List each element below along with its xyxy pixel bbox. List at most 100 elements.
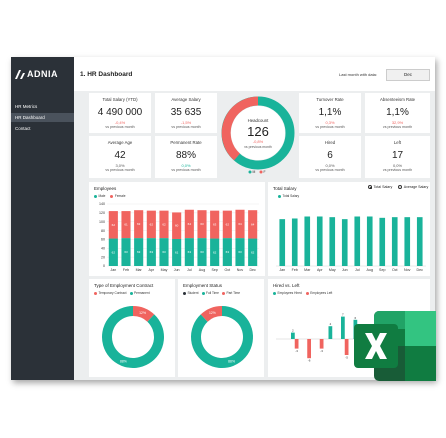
employees-title: Employees: [94, 186, 117, 191]
bar-male: [235, 238, 245, 266]
headcount-donut: Headcount 126 -0,8% vs previous month M …: [221, 96, 295, 174]
kpi-value: 1,1%: [318, 107, 342, 118]
last-month-select[interactable]: Dec: [386, 69, 430, 81]
bar-hired: [341, 316, 345, 339]
headcount-sub: vs previous month: [244, 145, 272, 149]
x-tick-label: Apr: [149, 268, 155, 272]
kpi-change: 32,9%: [391, 120, 404, 125]
x-tick-label: Mar: [136, 268, 143, 272]
x-tick-label: Feb: [123, 268, 129, 272]
bar-total-salary: [316, 216, 323, 266]
contract-chart: 12% 88%: [102, 306, 164, 368]
bar-hired: [291, 332, 295, 339]
data-label-left: -3: [320, 349, 323, 353]
headcount-ring-female: [221, 96, 259, 161]
hired-left-title: Hired vs. Left: [273, 283, 300, 288]
x-tick-label: Nov: [404, 268, 411, 272]
bar-male: [172, 238, 182, 266]
legend-full-time-label: Full Time: [206, 291, 219, 295]
kpi-value: 88%: [175, 150, 196, 161]
data-label-female: 63: [137, 222, 141, 226]
x-tick-label: Nov: [237, 268, 244, 272]
kpi-title: Absenteeism Rate: [379, 97, 416, 102]
status-title: Employment Status: [183, 283, 223, 288]
page-title: 1. HR Dashboard: [80, 71, 133, 78]
data-label-female: 63: [213, 223, 217, 227]
radio-average-salary[interactable]: Average Salary: [398, 185, 428, 189]
data-label-left: -6: [308, 359, 311, 363]
employees-legend: Male Female: [94, 194, 126, 198]
legend-female: Female: [110, 194, 126, 198]
data-label-female: 62: [162, 222, 166, 226]
contract-legend: Temporary Contract Permanent: [94, 291, 150, 295]
bar-total-salary: [404, 217, 411, 266]
sidebar-item-hr-metrics[interactable]: HR Metrics: [15, 104, 38, 109]
legend-total-salary: Total Salary: [278, 194, 299, 198]
x-tick-label: Aug: [367, 268, 373, 272]
radio-total-label: Total Salary: [373, 185, 393, 189]
kpi-change: 0,0%: [325, 163, 335, 168]
kpi-left: Left 17 0,0% vs previous month: [365, 136, 430, 178]
kpi-sub: vs previous month: [315, 168, 345, 172]
headcount-change: -0,8%: [253, 139, 264, 144]
status-legend: Student Full Time Part Time: [183, 291, 240, 295]
y-tick-label: 80: [101, 229, 105, 233]
data-label-left: -5: [345, 356, 348, 360]
data-label-female: 62: [150, 222, 154, 226]
kpi-absenteeism-rate: Absenteeism Rate 1,1% 32,9% vs previous …: [365, 93, 430, 133]
data-label-male: 62: [251, 250, 255, 254]
top-bar: 1. HR Dashboard Last month with data: De…: [74, 57, 435, 91]
data-label-female: 62: [226, 222, 230, 226]
kpi-change: -0,4%: [114, 120, 126, 125]
bar-female: [184, 209, 194, 239]
legend-student-label: Student: [187, 291, 199, 295]
bar-hired: [328, 326, 333, 339]
bar-male: [108, 238, 118, 266]
radio-total-salary[interactable]: Total Salary: [368, 185, 392, 189]
data-label-male: 63: [150, 250, 154, 254]
bar-total-salary: [329, 217, 336, 266]
kpi-hired: Hired 6 0,0% vs previous month: [299, 136, 361, 178]
sidebar-item-hr-dashboard[interactable]: HR Dashboard: [11, 113, 74, 122]
y-tick-label: 120: [99, 211, 105, 215]
donut-slice: [102, 306, 164, 368]
x-tick-label: May: [329, 268, 336, 272]
kpi-sub: vs previous month: [105, 168, 135, 172]
headcount-title: Headcount: [248, 118, 270, 123]
legend-hired-label: Employees Hired: [277, 291, 302, 295]
sidebar: ADNIA HR Metrics HR Dashboard Contact: [11, 57, 74, 380]
bar-female: [146, 210, 156, 239]
kpi-sub: vs previous month: [171, 168, 201, 172]
bar-female: [248, 210, 258, 239]
kpi-title: Turnover Rate: [316, 97, 344, 102]
bar-female: [121, 211, 131, 239]
legend-temporary-label: Temporary Contract: [98, 291, 127, 295]
bar-male: [121, 238, 131, 266]
employees-panel: Employees Male Female 0 20 40 60 80 100 120 140…: [89, 182, 265, 276]
headcount-panel: Headcount 126 -0,8% vs previous month M …: [220, 93, 296, 178]
bar-male: [146, 238, 156, 266]
employees-chart: 0 20 40 60 80 100 120 140 62 62 Jan 63 61 Feb 63 63 Mar 6…: [99, 202, 259, 272]
donut-data-label: 88%: [120, 359, 127, 363]
bar-total-salary: [379, 217, 386, 266]
sidebar-item-contact[interactable]: Contact: [15, 126, 31, 131]
y-tick-label: 140: [99, 202, 105, 206]
data-label-female: 60: [175, 224, 179, 228]
legend-left-label: Employees Left: [310, 291, 333, 295]
bar-male: [197, 238, 207, 266]
kpi-total-salary: Total Salary (YTD) 4 490 000 -0,4% vs pr…: [89, 93, 151, 133]
x-tick-label: Oct: [392, 268, 398, 272]
bar-female: [159, 210, 169, 239]
y-tick-label: 20: [101, 255, 105, 259]
bar-total-salary: [291, 218, 298, 266]
kpi-change: 0,0%: [181, 163, 191, 168]
data-label-female: 61: [124, 223, 128, 227]
bar-female: [108, 211, 118, 239]
x-tick-label: Dec: [249, 268, 256, 272]
brand-logo: ADNIA: [15, 69, 58, 79]
salary-toggle: Total Salary Average Salary: [368, 185, 428, 189]
hired-left-legend: Employees Hired Employees Left: [273, 291, 332, 295]
legend-male-label: M: [253, 170, 256, 174]
kpi-sub: vs previous month: [171, 125, 201, 129]
kpi-value: 42: [114, 150, 126, 161]
